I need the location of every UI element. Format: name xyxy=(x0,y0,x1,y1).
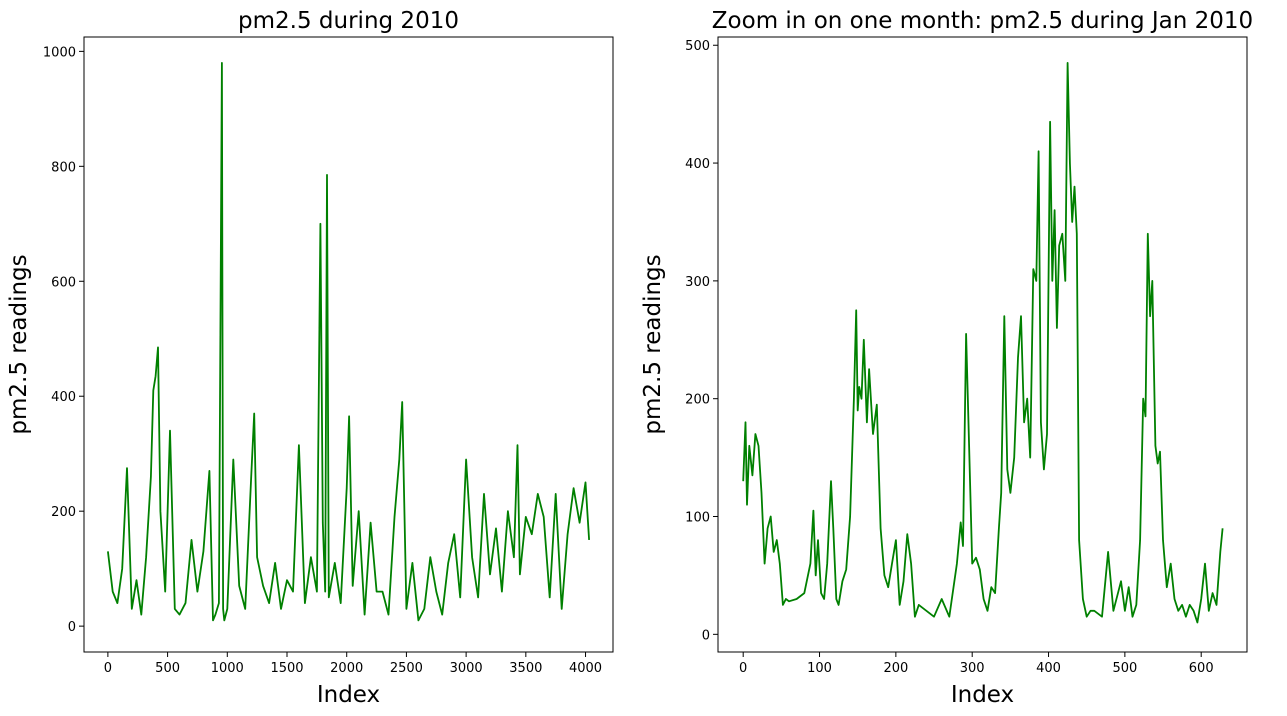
chart-right-xtick-label: 400 xyxy=(1036,661,1061,676)
chart-right-plot-frame xyxy=(717,36,1248,653)
chart-right-xtick-label: 100 xyxy=(807,661,832,676)
chart-left-ytick-label: 400 xyxy=(51,390,76,405)
chart-left-ytick-label: 200 xyxy=(51,505,76,520)
chart-left-ytick-label: 600 xyxy=(51,275,76,290)
chart-left-ytick-label: 0 xyxy=(68,620,76,635)
chart-left-ylabel: pm2.5 readings xyxy=(6,254,32,434)
chart-left-ytick-label: 1000 xyxy=(43,45,76,60)
chart-left-xtick-label: 3500 xyxy=(509,661,542,676)
chart-right-ylabel: pm2.5 readings xyxy=(640,254,666,434)
chart-right-ytick-label: 0 xyxy=(702,628,710,643)
chart-right-xtick-label: 0 xyxy=(739,661,747,676)
chart-left-xtick-label: 1500 xyxy=(270,661,303,676)
chart-right-ytick-label: 400 xyxy=(685,157,710,172)
chart-right-ytick-label: 500 xyxy=(685,39,710,54)
chart-right-xtick-label: 300 xyxy=(960,661,985,676)
chart-left-xtick-label: 0 xyxy=(104,661,112,676)
chart-left-title: pm2.5 during 2010 xyxy=(238,8,459,34)
chart-right-ytick-label: 300 xyxy=(685,275,710,290)
chart-right-ytick-label: 200 xyxy=(685,393,710,408)
chart-right-xtick-label: 600 xyxy=(1189,661,1214,676)
chart-right-ytick-label: 100 xyxy=(685,511,710,526)
chart-left-xlabel: Index xyxy=(317,682,380,708)
chart-right-series-line xyxy=(742,62,1224,624)
chart-left-xtick-label: 3000 xyxy=(450,661,483,676)
chart-right-xtick-label: 500 xyxy=(1112,661,1137,676)
chart-left-plot-frame xyxy=(83,36,614,653)
chart-right-title: Zoom in on one month: pm2.5 during Jan 2… xyxy=(712,8,1253,34)
chart-right-xlabel: Index xyxy=(951,682,1014,708)
chart-left: pm2.5 during 2010 Index pm2.5 readings 0… xyxy=(6,8,614,708)
chart-right-xtick-label: 200 xyxy=(883,661,908,676)
chart-right: Zoom in on one month: pm2.5 during Jan 2… xyxy=(640,8,1253,708)
chart-left-xtick-label: 4000 xyxy=(569,661,602,676)
chart-left-xtick-label: 2500 xyxy=(390,661,423,676)
chart-left-xtick-label: 2000 xyxy=(330,661,363,676)
chart-left-ytick-label: 800 xyxy=(51,160,76,175)
chart-left-xtick-label: 500 xyxy=(155,661,180,676)
chart-left-xtick-label: 1000 xyxy=(211,661,244,676)
chart-left-series-line xyxy=(107,62,590,622)
